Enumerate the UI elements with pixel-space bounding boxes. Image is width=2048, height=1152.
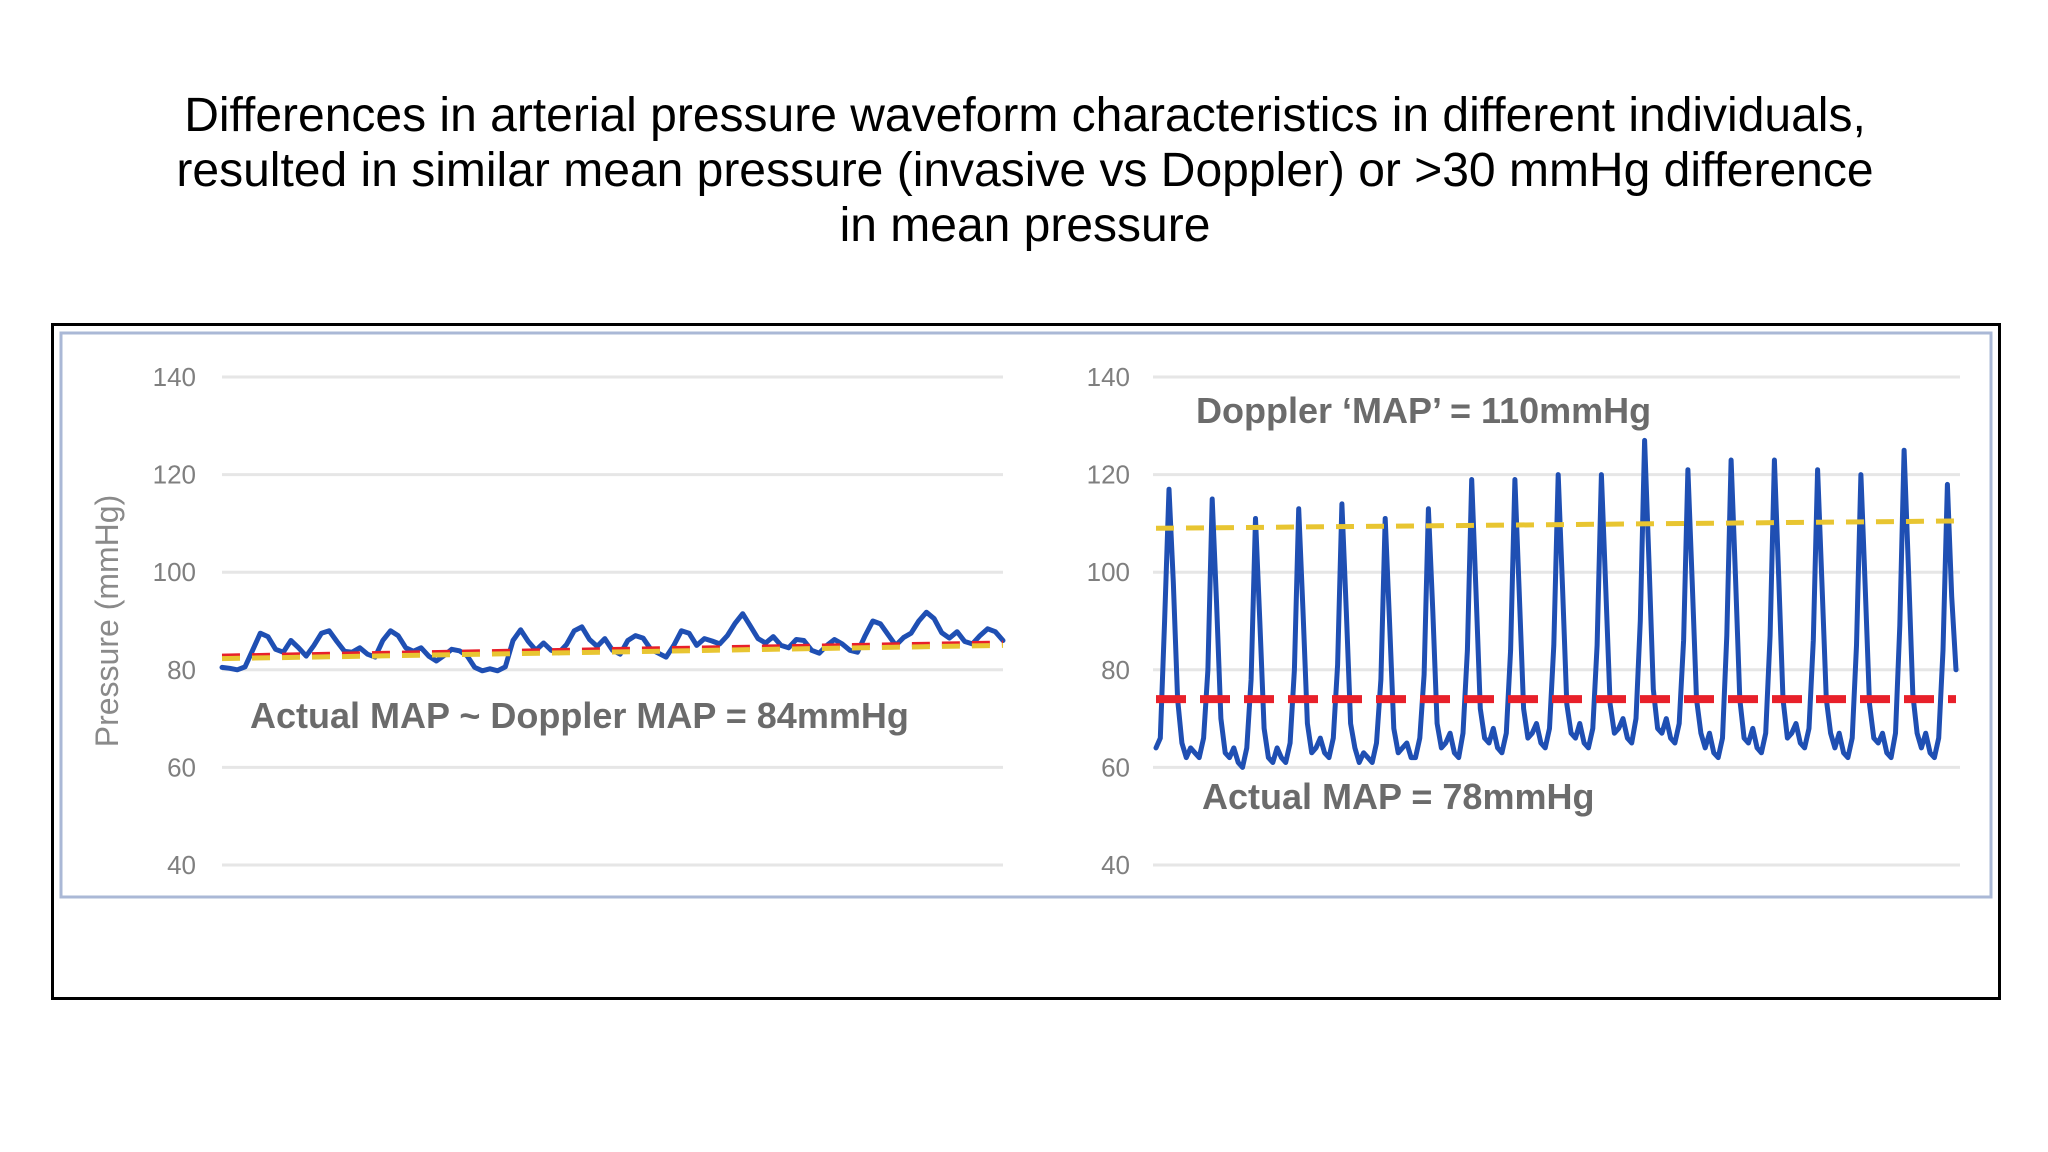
- y-tick-label: 80: [1101, 655, 1130, 685]
- map-annotation: Actual MAP ~ Doppler MAP = 84mmHg: [250, 695, 909, 736]
- slide-title: Differences in arterial pressure wavefor…: [80, 88, 1970, 253]
- chart-panel-border: [59, 331, 1993, 899]
- map-annotation: Actual MAP = 78mmHg: [1202, 776, 1594, 817]
- pressure-waveform: [1153, 437, 1959, 770]
- y-axis-label: Pressure (mmHg): [89, 495, 125, 747]
- y-tick-label: 100: [1087, 557, 1130, 587]
- y-tick-label: 100: [153, 557, 196, 587]
- y-tick-label: 40: [1101, 850, 1130, 880]
- map-annotation: Doppler ‘MAP’ = 110mmHg: [1196, 390, 1651, 431]
- slide-title-line-2: resulted in similar mean pressure (invas…: [176, 144, 1874, 197]
- y-tick-label: 120: [1087, 460, 1130, 490]
- y-tick-label: 60: [1101, 752, 1130, 782]
- y-tick-label: 120: [153, 460, 196, 490]
- right-chart: 140 120 100 80 60 40 Doppler ‘MAP’ = 110mmHg Ac…: [1087, 362, 1960, 880]
- slide-title-line-3: in mean pressure: [839, 199, 1211, 252]
- y-tick-label: 80: [167, 655, 196, 685]
- y-tick-label: 140: [1087, 362, 1130, 392]
- y-tick-label: 140: [153, 362, 196, 392]
- y-tick-label: 40: [167, 850, 196, 880]
- left-chart: 140 120 100 80 60 40 Pressure (mmHg) Actual MAP…: [89, 362, 1006, 880]
- doppler-map-line: [221, 642, 1004, 662]
- doppler-map-line: [1155, 518, 1957, 531]
- y-tick-label: 60: [167, 752, 196, 782]
- slide-title-line-1: Differences in arterial pressure wavefor…: [184, 89, 1866, 142]
